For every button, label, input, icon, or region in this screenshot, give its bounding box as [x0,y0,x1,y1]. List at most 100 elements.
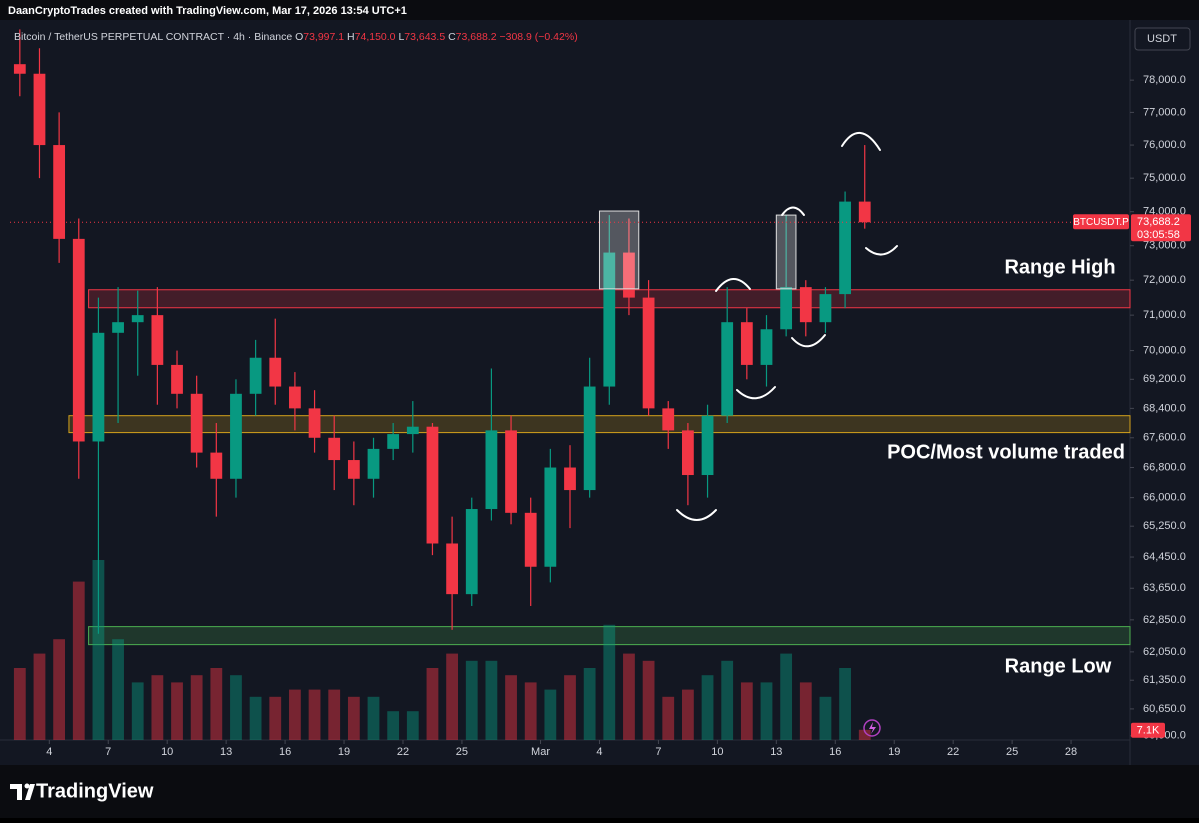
candle-body [406,426,419,435]
volume-bar [780,653,793,740]
zone [88,626,1131,646]
candle-body [230,393,242,479]
candle-body [701,415,714,476]
volume-bar [308,689,321,740]
y-tick-label: 77,000.0 [1143,106,1186,118]
candle-body [819,294,832,323]
volume-bar [858,729,871,740]
y-tick-label: 70,000.0 [1143,344,1186,356]
x-tick-label: 19 [888,746,900,758]
candle-body [210,452,223,479]
candle-body [112,322,124,333]
y-tick-label: 60,650.0 [1143,703,1186,715]
candle-body [544,467,557,567]
volume-bar [682,689,694,740]
price-tag [1131,214,1191,242]
countdown: 03:05:58 [1137,229,1180,241]
candle-body [249,357,262,394]
volume-bar [406,711,419,740]
candle-body [505,430,517,513]
x-tick-label: Mar [531,746,550,758]
volume-bar [210,668,223,740]
candle-body [485,430,498,510]
volume-bar [347,696,360,740]
legend-key: L [398,31,404,43]
legend-key: C [448,31,456,43]
volume-bar [721,660,734,740]
x-tick-label: 19 [338,746,350,758]
volume-bar [328,689,341,740]
candle-body [347,460,360,479]
candle-body [72,238,85,442]
y-tick-label: 66,800.0 [1143,461,1186,473]
candle-body [740,322,753,365]
volume-bar [289,689,301,740]
candle-body [662,408,675,431]
x-tick-label: 25 [1006,746,1018,758]
x-tick-label: 22 [397,746,409,758]
candle-body [446,543,458,595]
legend-key: O [295,31,303,43]
legend-value: 73,997.1 [303,31,344,43]
candle-body [367,448,380,479]
zone-label: Range Low [1005,655,1112,677]
legend-value: 74,150.0 [355,31,396,43]
volume-bar [53,639,66,740]
candle-body [682,430,694,476]
volume-bar [623,653,635,740]
currency-button[interactable] [1134,27,1191,51]
volume-bar [701,675,714,740]
candle-body [151,315,164,365]
x-tick-label: 10 [711,746,723,758]
x-tick-label: 10 [161,746,173,758]
volume-bar [465,660,478,740]
volume-bar [92,560,105,740]
credit: DaanCryptoTrades created with TradingVie… [8,5,407,17]
price-tag-label: 73,688.2 [1137,216,1180,228]
volume-bar [151,675,164,740]
x-tick-label: 4 [596,746,602,758]
volume-bar [33,653,46,740]
volume-bar [446,653,458,740]
candle-body [328,437,341,461]
volume-bar [662,696,675,740]
candle-body [92,332,105,442]
volume-bar [583,668,596,740]
arc [841,132,881,151]
candle-body [190,393,203,453]
volume-bar [426,668,439,740]
candle-body [721,322,734,416]
ticker-label: BTCUSDT.P [1073,217,1129,228]
legend-change: −308.9 (−0.42%) [499,31,577,43]
candle-body [623,252,635,298]
volume-bar [603,624,616,740]
candle-body [603,252,616,387]
x-tick-label: 4 [46,746,52,758]
volume-bar [269,696,282,740]
y-tick-label: 78,000.0 [1143,74,1186,86]
arc [715,278,751,292]
candle-body [780,287,793,330]
candle-body [387,434,400,449]
y-tick-label: 67,600.0 [1143,432,1186,444]
candle-body [171,364,183,394]
legend-value: 73,688.2 [456,31,497,43]
x-tick-label: 7 [105,746,111,758]
y-tick-label: 69,200.0 [1143,373,1186,385]
volume-bar [544,689,557,740]
volume-bar [230,675,242,740]
alert-icon[interactable] [863,719,881,737]
highlight-box [598,210,640,290]
volume-bar [387,711,400,740]
candle-body [33,73,46,146]
arc [791,334,826,348]
volume-bar [799,682,812,740]
zone-label: POC/Most volume traded [887,441,1125,463]
candle-body [426,426,439,544]
chart-pane [0,20,1199,765]
candle-body [131,315,144,323]
candle-body [289,386,301,409]
arc [865,245,898,256]
zone [68,415,1131,434]
candle-body [760,329,773,365]
